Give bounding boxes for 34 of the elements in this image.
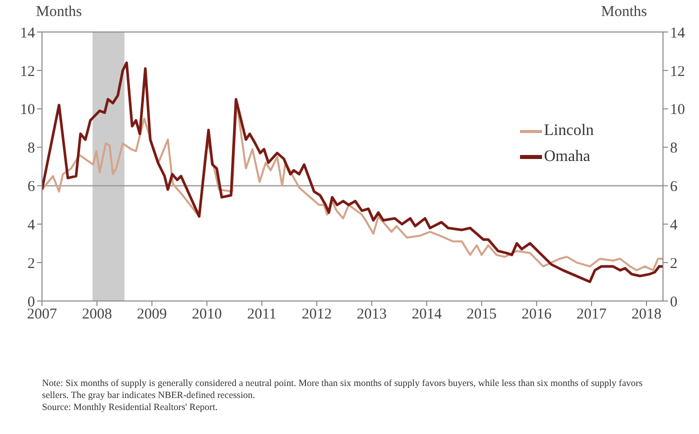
- y2-tick-label: 8: [670, 140, 678, 157]
- legend-label: Omaha: [544, 148, 590, 166]
- line-series: [42, 61, 663, 284]
- y2-tick-label: 0: [670, 294, 678, 310]
- y2-tick-label: 12: [670, 64, 685, 80]
- x-tick-label: 2011: [247, 306, 277, 323]
- y2-tick-label: 2: [670, 256, 678, 272]
- text: Note: Six months of supply is generally considered a neutral point. More than six months of supply favors buyers, while less than six months of supply favors sellers. The gray bar indicates NBER-defined recession.: [42, 378, 644, 402]
- y-axis-title: Months: [36, 4, 82, 21]
- y-tick-label: 14: [20, 25, 36, 42]
- y-tick-label: 2: [28, 256, 35, 272]
- y-tick-label: 12: [20, 64, 35, 80]
- source-note: Source: Monthly Residential Realtors' Report.: [42, 402, 219, 414]
- x-tick-label: 2017: [576, 306, 608, 323]
- x-tick-label: 2008: [82, 306, 112, 323]
- y2-tick-label: 14: [670, 25, 686, 42]
- x-tick-label: 2007: [27, 306, 58, 323]
- y2-tick-label: 4: [670, 217, 678, 234]
- x-tick-label: 2016: [522, 306, 552, 323]
- y2-tick-label: 10: [670, 102, 685, 118]
- y2-tick-label: 6: [670, 179, 678, 196]
- x-tick-label: 2012: [302, 306, 332, 323]
- y-tick-label: 8: [28, 140, 35, 157]
- y-tick-label: 4: [28, 217, 36, 234]
- y2-axis-title: Months: [601, 4, 647, 21]
- x-tick-label: 2018: [632, 306, 662, 323]
- y-tick-label: 10: [20, 102, 35, 118]
- x-tick-label: 2010: [192, 306, 222, 323]
- x-tick-label: 2014: [412, 306, 442, 323]
- x-tick-label: 2013: [356, 306, 387, 323]
- x-tick-label: 2009: [136, 306, 167, 323]
- y-tick-label: 6: [28, 179, 36, 196]
- legend-label: Lincoln: [544, 122, 594, 140]
- x-tick-label: 2015: [466, 306, 497, 323]
